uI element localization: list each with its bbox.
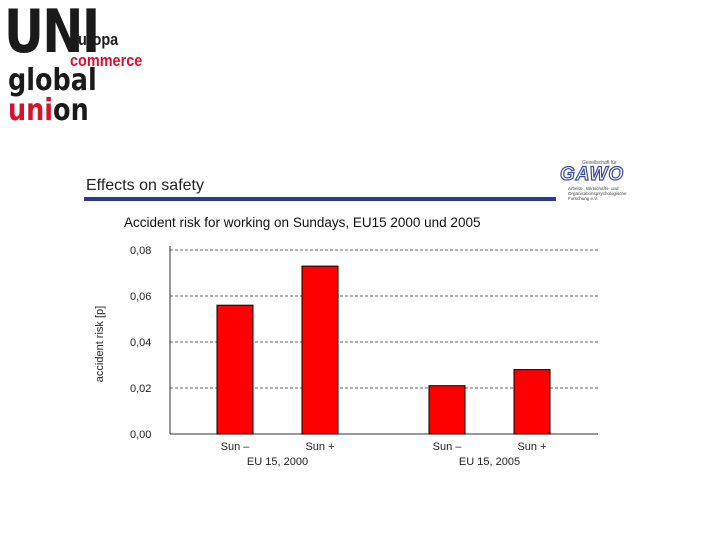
gawo-wordmark: GAWO [559, 163, 625, 185]
x-group-label: EU 15, 2005 [459, 456, 520, 468]
y-tick-label: 0,08 [130, 245, 151, 257]
title-underline [84, 197, 556, 201]
x-group-label: EU 15, 2000 [247, 456, 308, 468]
logo-uni-wordmark: UNI [4, 0, 100, 67]
y-tick-label: 0,00 [130, 429, 151, 441]
gawo-top-text: Gesellschaft für [582, 160, 617, 166]
bar [301, 265, 339, 435]
logo-global-text: global [8, 63, 97, 98]
bar [428, 385, 466, 435]
x-tick-label: Sun + [517, 441, 546, 453]
logo-commerce-text: commerce [70, 51, 143, 70]
x-tick-label: Sun – [433, 441, 463, 453]
slide-title: Effects on safety [86, 177, 204, 194]
gawo-logo: Gesellschaft für GAWO Arbeits-, Wirtscha… [558, 160, 640, 204]
bar [216, 304, 254, 435]
logo-union-text: union [8, 93, 89, 128]
y-tick-label: 0,04 [130, 337, 151, 349]
bar [513, 369, 551, 435]
y-tick-label: 0,06 [130, 291, 151, 303]
x-tick-label: Sun – [221, 441, 251, 453]
logo-europa-text: europa [70, 30, 119, 49]
x-tick-label: Sun + [305, 441, 334, 453]
gawo-subtitle: Arbeits-, Wirtschafts- und Organisations… [568, 186, 627, 201]
uni-europa-logo: UNI global union europa commerce [4, 2, 154, 132]
chart-title: Accident risk for working on Sundays, EU… [124, 215, 481, 230]
y-tick-label: 0,02 [130, 383, 151, 395]
